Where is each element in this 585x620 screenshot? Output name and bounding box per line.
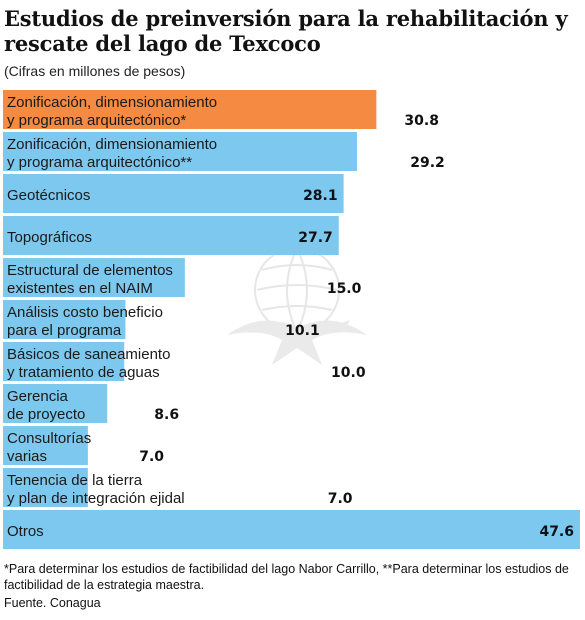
footnote: *Para determinar los estudios de factibi… bbox=[4, 562, 569, 592]
bar bbox=[3, 132, 357, 171]
category-label: Geotécnicos bbox=[7, 187, 90, 204]
value-label: 7.0 bbox=[328, 491, 353, 507]
chart-title: Estudios de preinversión para la rehabil… bbox=[4, 6, 568, 56]
category-label: Otros bbox=[7, 523, 44, 540]
bar bbox=[3, 216, 339, 255]
bar bbox=[3, 90, 377, 129]
chart-subtitle: (Cifras en millones de pesos) bbox=[4, 63, 186, 79]
category-label: Básicos de saneamiento y tratamiento de a… bbox=[7, 346, 170, 381]
value-label: 47.6 bbox=[539, 524, 574, 540]
bar bbox=[3, 510, 580, 549]
bar bbox=[3, 258, 185, 297]
category-label: Estructural de elementos existentes en el… bbox=[7, 262, 173, 297]
value-label: 7.0 bbox=[139, 449, 164, 465]
eagle-watermark-icon bbox=[227, 247, 367, 365]
value-label: 27.7 bbox=[298, 230, 333, 246]
bar bbox=[3, 342, 125, 381]
value-label: 10.1 bbox=[285, 323, 320, 339]
value-label: 28.1 bbox=[303, 188, 338, 204]
category-label: Gerencia de proyecto bbox=[7, 388, 85, 423]
value-label: 29.2 bbox=[410, 155, 445, 171]
bar bbox=[3, 174, 344, 213]
category-label: Zonificación, dimensionamiento y programa… bbox=[7, 94, 217, 129]
category-label: Consultorías varias bbox=[7, 430, 91, 465]
value-label: 30.8 bbox=[404, 113, 439, 129]
value-label: 8.6 bbox=[154, 407, 179, 423]
category-label: Zonificación, dimensionamiento y programa… bbox=[7, 136, 217, 171]
bar bbox=[3, 384, 108, 423]
category-label: Topográficos bbox=[7, 229, 92, 246]
source-note: Fuente. Conagua bbox=[4, 596, 101, 610]
bar bbox=[3, 300, 126, 339]
value-label: 10.0 bbox=[331, 365, 366, 381]
bar bbox=[3, 468, 88, 507]
category-label: Tenencia de la tierra y plan de integraci… bbox=[7, 472, 185, 507]
value-label: 15.0 bbox=[327, 281, 362, 297]
category-label: Análisis costo beneficio para el programa bbox=[7, 304, 163, 339]
bar bbox=[3, 426, 88, 465]
